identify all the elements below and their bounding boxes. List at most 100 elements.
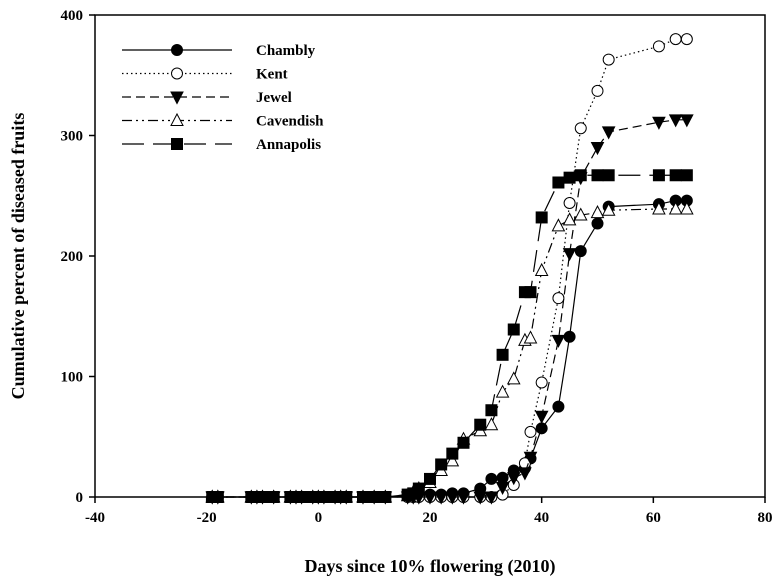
data-point [680,114,694,128]
data-point [601,202,616,216]
data-point [574,169,587,182]
data-point [368,491,381,503]
y-tick-label: 300 [61,129,84,145]
data-point [535,211,548,224]
data-point [591,217,604,230]
data-point [456,491,471,505]
y-tick-label: 0 [76,490,84,506]
series-line-jewel [212,119,687,498]
data-point [457,436,470,449]
data-point [668,114,683,128]
data-point [295,491,308,503]
data-point [573,207,588,221]
data-point [668,201,683,215]
data-point [523,330,538,344]
data-point [563,171,576,184]
legend-marker [171,138,183,150]
data-point [424,472,436,485]
data-point [495,384,510,398]
data-point [474,418,487,431]
data-point [518,467,532,481]
data-point [652,116,666,130]
legend-marker [170,112,184,126]
data-point [534,262,549,276]
data-point [601,126,616,140]
data-point [484,491,499,505]
legend-entry-kent: Kent [122,67,288,83]
data-point [562,248,577,262]
data-point [211,491,224,503]
data-point [423,491,437,505]
data-point [591,84,604,97]
legend-entry-jewel: Jewel [122,90,292,106]
data-point [317,491,330,503]
data-point [552,400,565,413]
data-point [552,176,565,189]
plot-frame [94,14,766,498]
legend: Chambly Kent Jewel Cavendish Annapolis [122,43,324,153]
y-tick-label: 200 [61,249,84,265]
data-point [445,491,460,505]
data-point [680,169,693,182]
x-tick-label: 40 [534,510,549,526]
data-point [562,212,577,226]
data-point [523,451,538,465]
x-tick-label: 80 [758,510,773,526]
x-tick-label: -40 [85,510,105,526]
data-point [496,348,509,361]
data-point [652,169,665,182]
data-point [473,491,488,505]
x-tick-label: 0 [315,510,323,526]
data-point [680,201,694,215]
legend-label: Jewel [256,90,292,106]
legend-label: Kent [256,67,288,83]
y-tick-label: 400 [61,8,84,24]
x-tick-label: -20 [197,510,217,526]
y-axis-title: Cumulative percent of diseased fruits [8,113,28,400]
legend-marker [171,44,183,56]
data-point [669,33,682,46]
data-point [379,491,392,503]
data-point [574,245,587,258]
data-point [485,404,498,417]
data-point [591,169,604,182]
data-point [652,201,666,215]
data-point [507,323,520,336]
series-annapolis [206,169,693,503]
data-point [551,334,566,348]
data-point [434,491,448,505]
data-point [602,53,615,66]
data-point [340,491,353,503]
data-point [435,458,448,471]
legend-label: Cavendish [256,114,324,130]
x-tick-label: 20 [423,510,438,526]
legend-entry-annapolis: Annapolis [122,137,321,153]
data-point [552,292,565,305]
data-point [496,471,509,484]
data-point [535,376,548,389]
data-point [652,40,665,53]
series-line-kent [212,38,687,498]
data-point [506,472,521,486]
data-point [534,410,549,424]
data-point [574,122,587,135]
data-point [669,169,682,182]
data-point [524,286,537,299]
data-point [412,482,425,495]
legend-label: Annapolis [256,137,321,153]
series-layer [205,33,694,505]
axes [94,14,766,498]
data-point [551,218,566,232]
data-point [256,491,269,503]
data-point [524,425,537,438]
legend-entry-chambly: Chambly [122,43,316,59]
data-point [590,205,605,219]
legend-entry-cavendish: Cavendish [122,112,324,130]
x-axis-title: Days since 10% flowering (2010) [305,556,556,577]
legend-label: Chambly [256,43,316,59]
ticks: -40 -20 0 20 40 60 80 0 100 200 300 400 [61,8,773,526]
x-tick-label: 60 [646,510,661,526]
data-point [446,447,459,460]
legend-marker [171,67,183,80]
